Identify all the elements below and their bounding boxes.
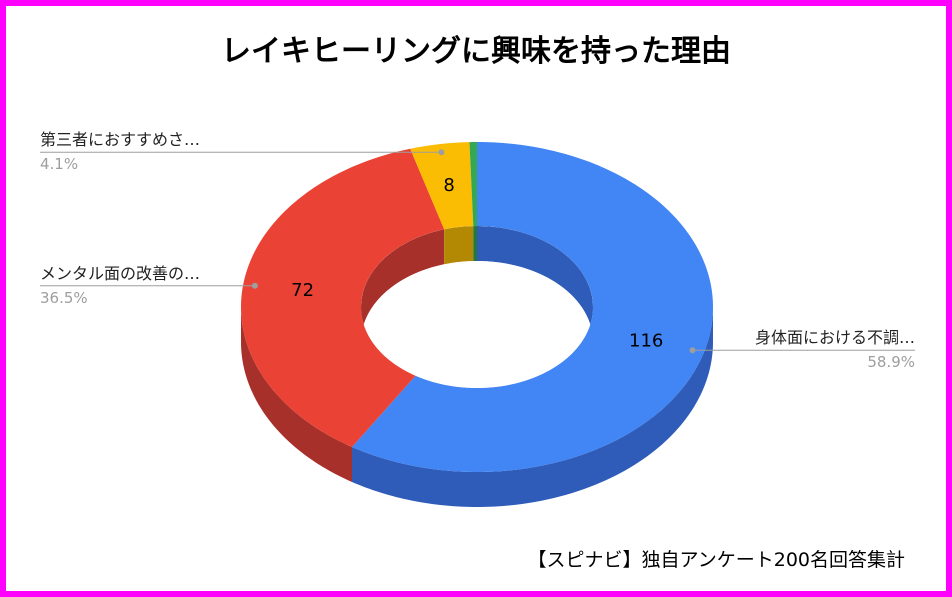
slice-inner-wall-1-1 xyxy=(361,229,445,342)
slice-inner-wall-3-1 xyxy=(473,226,477,262)
chart-title: レイキヒーリングに興味を持った理由 xyxy=(221,34,731,69)
slice-side-wall-1 xyxy=(241,307,353,482)
leader-lines xyxy=(40,149,915,354)
outer-side-walls xyxy=(241,307,713,507)
slice-inner-wall-0-0 xyxy=(477,226,593,342)
slice-label-1: メンタル面の改善の… xyxy=(40,264,200,283)
slice-3 xyxy=(469,142,477,227)
leader-dot-1 xyxy=(251,282,258,289)
value-label-2: 8 xyxy=(443,175,454,196)
leader-dot-2 xyxy=(438,149,445,156)
slice-1 xyxy=(241,148,445,447)
slice-percent-0: 58.9% xyxy=(867,353,915,371)
slice-2 xyxy=(410,142,474,230)
slice-percent-2: 4.1% xyxy=(40,155,78,173)
slice-percent-1: 36.5% xyxy=(40,289,88,307)
slice-label-0: 身体面における不調… xyxy=(755,328,915,347)
slice-inner-wall-2-1 xyxy=(444,226,474,265)
slice-top-faces xyxy=(241,142,713,472)
slice-0 xyxy=(352,142,713,472)
value-label-0: 116 xyxy=(629,330,663,351)
value-label-1: 72 xyxy=(291,280,314,301)
slice-labels: 身体面における不調… 58.9% メンタル面の改善の… 36.5% 第三者におすすめさ…… xyxy=(40,130,915,371)
source-note: 【スピナビ】独自アンケート200名回答集計 xyxy=(527,549,905,571)
leader-dot-0 xyxy=(689,347,696,354)
slice-label-2: 第三者におすすめさ… xyxy=(40,130,200,149)
slice-side-wall-0 xyxy=(352,307,713,507)
value-labels: 116 72 8 xyxy=(291,175,663,351)
